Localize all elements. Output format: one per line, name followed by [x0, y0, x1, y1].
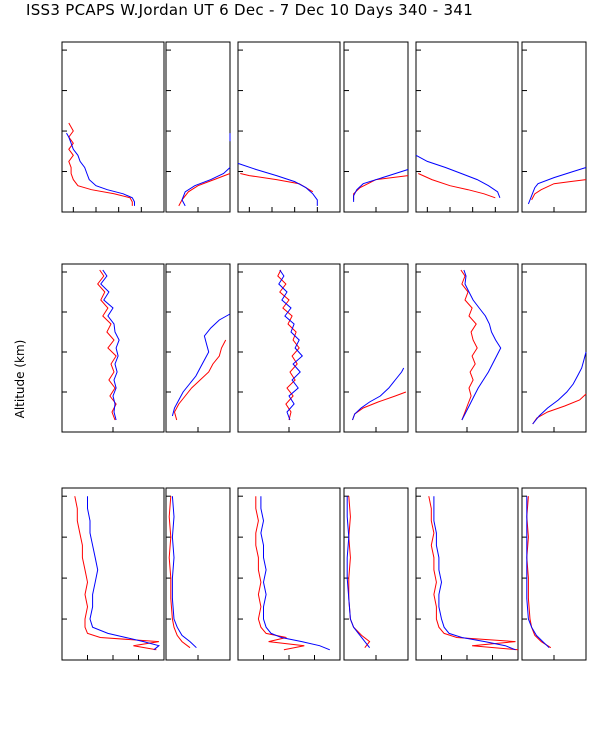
series-line-blue [171, 496, 197, 649]
series-line-red [348, 496, 371, 649]
series-line-blue [526, 496, 550, 649]
series-line-red [74, 496, 159, 651]
series-line-red [428, 496, 519, 651]
series-line-blue [433, 496, 516, 651]
panel-frame [343, 487, 409, 661]
panel-frame [237, 263, 341, 433]
panel-frame [61, 263, 165, 433]
series-line-red [240, 173, 314, 193]
series-line-blue [346, 496, 370, 649]
series-line-blue [461, 269, 502, 421]
panel-frame [343, 263, 409, 433]
series-line-red [168, 496, 191, 649]
panel-frame [165, 41, 231, 213]
series-line-red [531, 179, 587, 201]
series-line-blue [260, 496, 330, 651]
series-line-blue [100, 269, 120, 421]
panel-frame [61, 41, 165, 213]
series-line-blue [527, 167, 587, 205]
series-line-red [255, 496, 305, 651]
series-line-red [526, 496, 552, 649]
series-line-red [68, 122, 133, 206]
series-line-blue [415, 154, 501, 198]
panel-frame [237, 487, 341, 661]
series-line-blue [278, 269, 304, 421]
panel-frame [165, 487, 231, 661]
series-line-red [178, 173, 231, 207]
figure-title: ISS3 PCAPS W.Jordan UT 6 Dec - 7 Dec 10 … [26, 1, 474, 19]
series-line-red [460, 269, 478, 421]
series-line-blue [87, 496, 160, 651]
series-line-blue [181, 167, 231, 207]
series-line-red [353, 175, 409, 200]
series-line-red [418, 173, 496, 199]
panel-frame [521, 487, 587, 661]
series-line-blue [532, 351, 587, 425]
series-line-blue [171, 313, 231, 417]
series-line-red [173, 339, 227, 421]
panel-frame [521, 41, 587, 213]
series-line-blue [353, 169, 409, 202]
series-line-blue [352, 367, 405, 421]
series-line-red [97, 269, 117, 421]
panel-frame [415, 41, 519, 213]
series-line-blue [66, 132, 135, 206]
panel-frame [343, 41, 409, 213]
panel-frame [521, 263, 587, 433]
panel-frame [237, 41, 341, 213]
series-line-red [277, 269, 300, 421]
series-line-blue [237, 162, 318, 206]
